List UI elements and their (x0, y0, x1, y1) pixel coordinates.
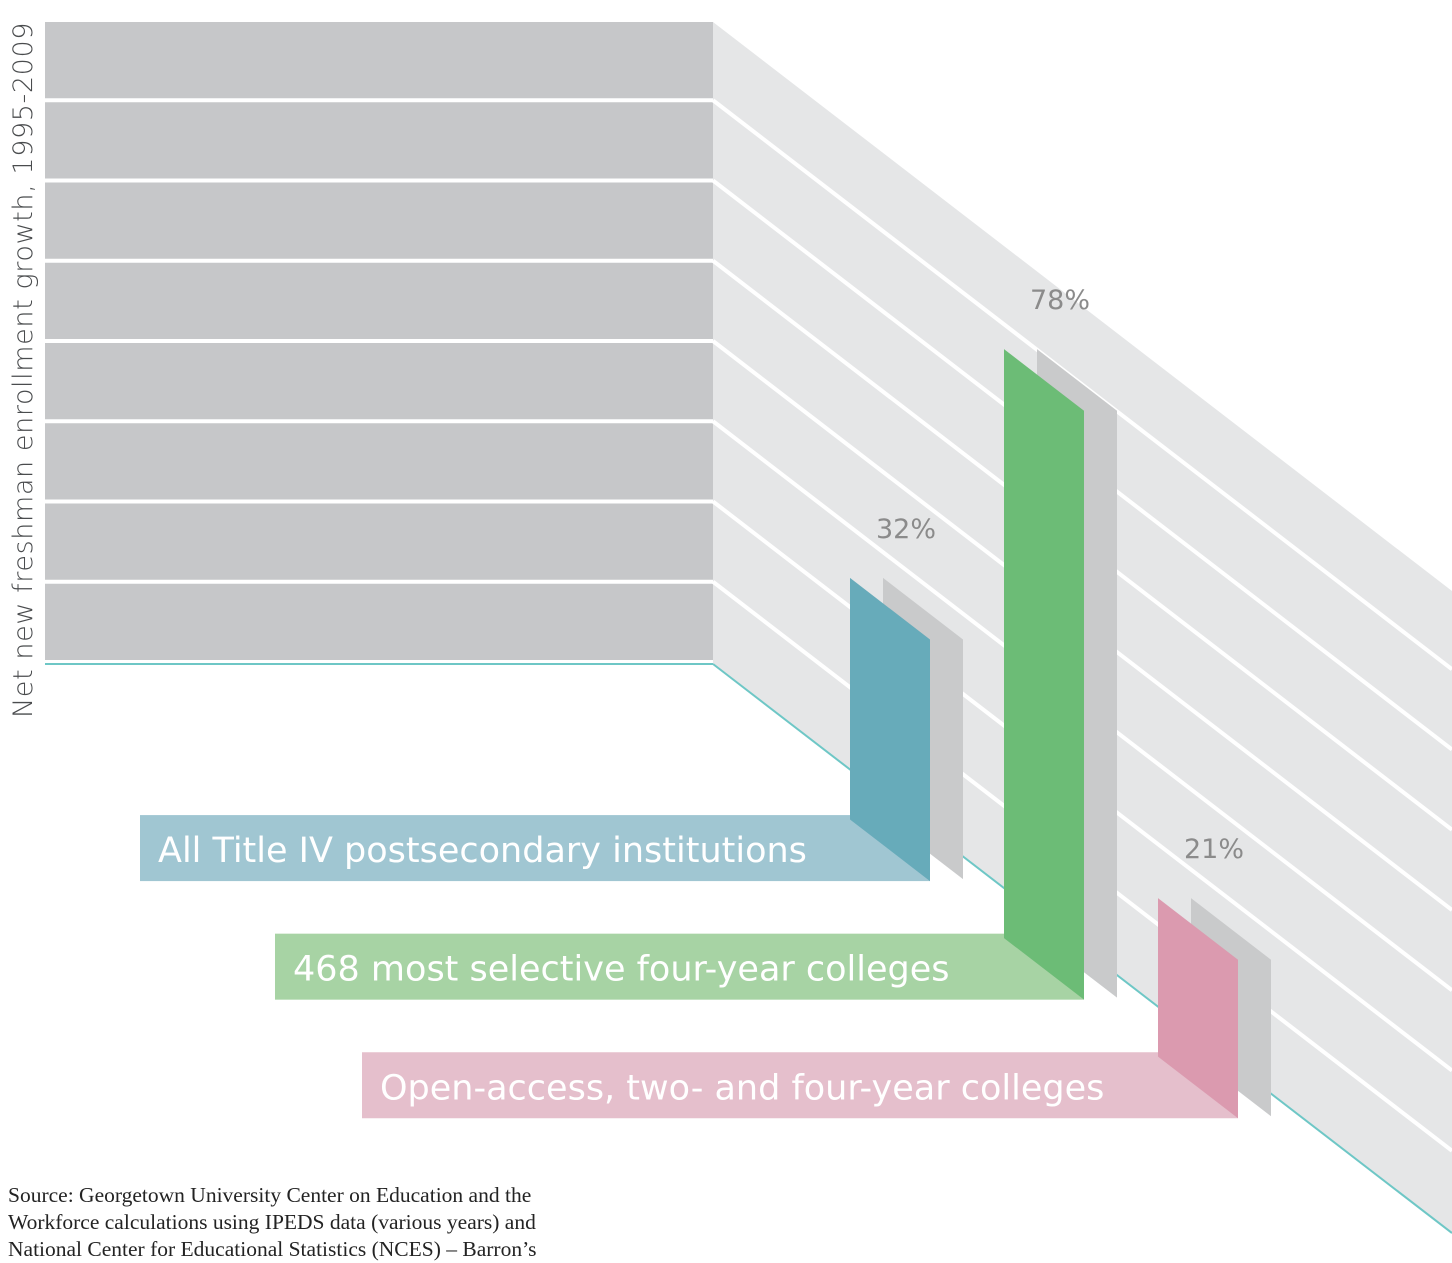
gridline-band (45, 22, 713, 99)
category-label: 468 most selective four-year colleges (293, 950, 950, 990)
y-axis-label: Net new freshman enrollment growth, 1995… (8, 21, 39, 718)
source-line: National Center for Educational Statisti… (8, 1237, 537, 1261)
category-label: All Title IV postsecondary institutions (158, 831, 807, 871)
value-label: 32% (876, 514, 936, 545)
gridline-band (45, 262, 713, 339)
gridline-band (45, 102, 713, 179)
source-line: Source: Georgetown University Center on … (8, 1183, 532, 1207)
source-note: Source: Georgetown University Center on … (8, 1182, 708, 1263)
category-label-band (140, 815, 930, 882)
bar (850, 577, 930, 882)
gridline-band (45, 503, 713, 580)
bar (1158, 898, 1238, 1119)
gridline-band (45, 182, 713, 259)
chart-bars: All Title IV postsecondary institutions 3… (140, 285, 1271, 1119)
gridline-band (45, 423, 713, 500)
gridline-band (45, 343, 713, 420)
category-label-band (362, 1052, 1238, 1119)
category-label-band (275, 933, 1084, 1000)
value-label: 78% (1030, 285, 1090, 316)
chart-walls (45, 22, 1452, 1234)
source-line: Workforce calculations using IPEDS data … (8, 1210, 536, 1234)
bar (1004, 349, 1084, 1000)
gridline-band (45, 583, 713, 660)
value-label: 21% (1184, 834, 1244, 865)
category-label: Open-access, two- and four-year colleges (380, 1068, 1104, 1108)
